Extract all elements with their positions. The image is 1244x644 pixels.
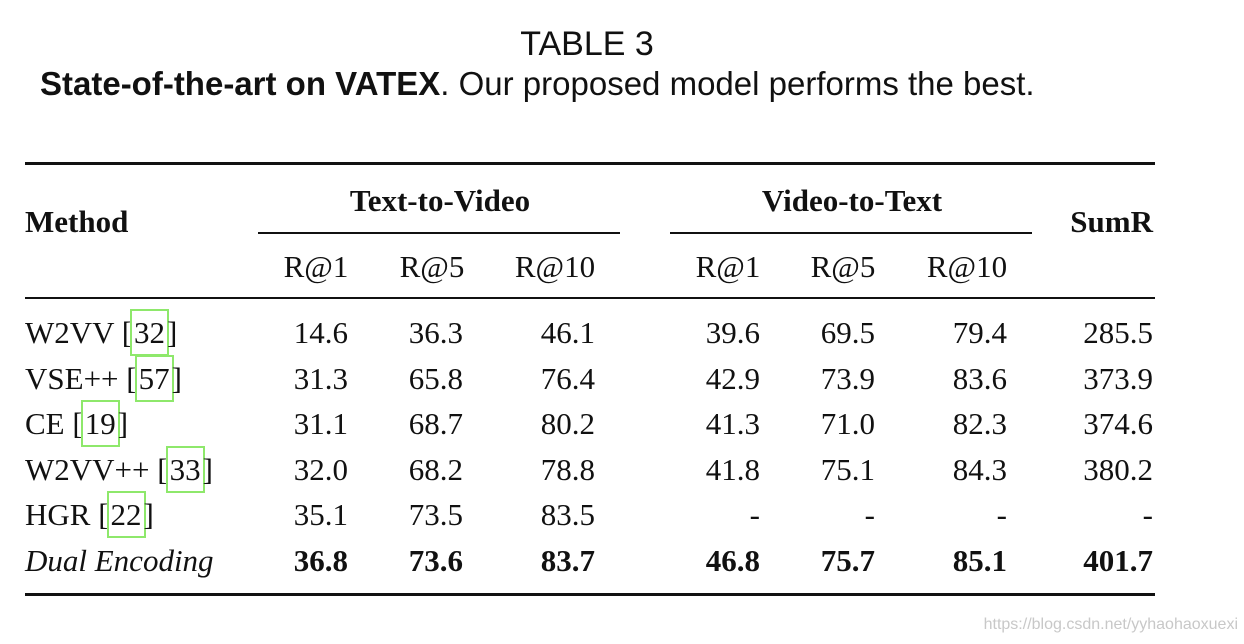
value-cell: 36.8 [293,543,348,578]
group-rule [258,232,620,234]
metric-header: R@10 [514,249,596,284]
citation-link[interactable]: 57 [134,354,174,402]
method-cell: VSE++ [57] [25,354,182,402]
method-cell: W2VV++ [33] [25,445,213,493]
value-cell: 84.3 [952,451,1007,487]
method-name: W2VV [ [25,315,133,350]
table-label: TABLE 3 [520,25,654,63]
value-cell: 401.7 [1083,543,1153,578]
value-cell: 36.3 [408,315,463,350]
bottom-rule [25,593,1155,596]
bracket: ] [117,406,129,442]
bracket: ] [171,360,182,396]
value-cell: 41.3 [705,406,760,442]
top-rule [25,162,1155,165]
method-header: Method [25,204,129,239]
metric-header: R@10 [926,249,1008,284]
value-cell: 79.4 [952,315,1007,350]
method-name: VSE++ [ [25,360,137,396]
metric-header: R@1 [695,249,761,284]
method-cell: W2VV [32] [25,309,178,356]
value-cell: 42.9 [705,360,760,396]
value-cell: 75.1 [820,451,875,487]
value-cell: 46.8 [705,543,760,578]
value-cell: 82.3 [952,406,1007,442]
value-cell: 65.8 [408,360,463,396]
value-cell: - [749,497,760,533]
value-cell: 73.6 [408,543,463,578]
value-cell: 35.1 [293,497,348,533]
citation-link[interactable]: 32 [130,309,170,356]
group-header: Text-to-Video [349,183,531,218]
bracket: ] [143,497,154,533]
metric-header: R@1 [283,249,349,284]
group-header: Video-to-Text [761,183,943,218]
value-cell: 373.9 [1083,360,1153,396]
citation-link[interactable]: 33 [165,445,205,493]
citation-link[interactable]: 22 [106,491,146,539]
value-cell: - [1142,497,1153,533]
method-name: Dual Encoding [25,543,214,578]
value-cell: - [864,497,875,533]
caption-bold: State-of-the-art on VATEX [40,65,441,102]
bracket: ] [167,315,178,350]
value-cell: 46.1 [540,315,595,350]
value-cell: 374.6 [1083,406,1153,442]
value-cell: - [996,497,1007,533]
metric-header: R@5 [810,249,876,284]
value-cell: 78.8 [540,451,595,487]
value-cell: 32.0 [293,451,348,487]
watermark: https://blog.csdn.net/yyhaohaoxuexi [983,616,1238,633]
value-cell: 80.2 [540,406,595,442]
caption: State-of-the-art on VATEX. Our proposed … [40,67,1035,100]
value-cell: 83.5 [540,497,595,533]
value-cell: 31.1 [293,406,348,442]
value-cell: 68.2 [408,451,463,487]
caption-text: . Our proposed model performs the best. [440,65,1035,102]
citation-link[interactable]: 19 [80,400,120,448]
value-cell: 73.5 [408,497,463,533]
value-cell: 83.6 [952,360,1007,396]
mid-rule [25,297,1155,299]
value-cell: 85.1 [952,543,1007,578]
method-name: CE [ [25,406,83,442]
value-cell: 69.5 [820,315,875,350]
value-cell: 75.7 [820,543,875,578]
method-cell: CE [19] [25,400,129,448]
metric-header: R@5 [399,249,465,284]
bracket: ] [202,451,213,487]
value-cell: 41.8 [705,451,760,487]
value-cell: 31.3 [293,360,348,396]
value-cell: 73.9 [820,360,875,396]
method-cell: HGR [22] [25,491,154,539]
value-cell: 380.2 [1083,451,1153,487]
value-cell: 68.7 [408,406,463,442]
group-rule [670,232,1032,234]
value-cell: 71.0 [820,406,875,442]
value-cell: 76.4 [540,360,595,396]
sumr-header: SumR [1070,204,1153,239]
value-cell: 83.7 [540,543,595,578]
method-name: W2VV++ [ [25,451,168,487]
value-cell: 14.6 [293,315,348,350]
value-cell: 39.6 [705,315,760,350]
value-cell: 285.5 [1083,315,1153,350]
method-name: HGR [ [25,497,109,533]
method-cell: Dual Encoding [25,545,214,576]
